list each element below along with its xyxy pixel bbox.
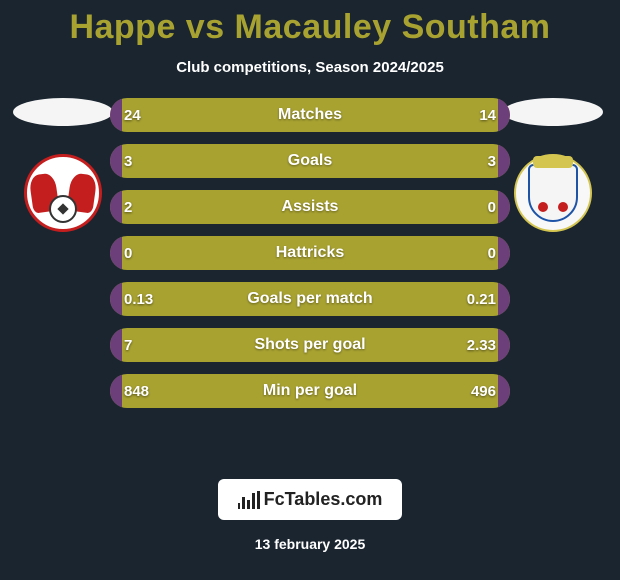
stat-label: Matches bbox=[278, 106, 342, 124]
player-left-avatar bbox=[13, 98, 113, 126]
stat-value-left: 24 bbox=[124, 107, 141, 124]
stat-value-right: 2.33 bbox=[467, 337, 496, 354]
stat-fill-left bbox=[110, 236, 122, 270]
stat-value-right: 0 bbox=[488, 199, 496, 216]
chart-icon bbox=[238, 491, 260, 509]
stat-value-right: 0 bbox=[488, 245, 496, 262]
stat-fill-right bbox=[498, 98, 510, 132]
stat-fill-left bbox=[110, 98, 122, 132]
stat-value-right: 3 bbox=[488, 153, 496, 170]
player-right-column bbox=[498, 98, 608, 232]
stat-value-right: 0.21 bbox=[467, 291, 496, 308]
stat-fill-left bbox=[110, 282, 122, 316]
stat-row: 7 Shots per goal 2.33 bbox=[110, 328, 510, 362]
stat-fill-right bbox=[498, 236, 510, 270]
stat-fill-right bbox=[498, 374, 510, 408]
stat-value-left: 848 bbox=[124, 383, 149, 400]
stat-value-left: 0 bbox=[124, 245, 132, 262]
club-badge-right bbox=[514, 154, 592, 232]
stat-value-right: 14 bbox=[479, 107, 496, 124]
stat-row: 0.13 Goals per match 0.21 bbox=[110, 282, 510, 316]
club-badge-left bbox=[24, 154, 102, 232]
stat-label: Goals per match bbox=[247, 290, 372, 308]
player-left-column bbox=[8, 98, 118, 232]
stat-row: 3 Goals 3 bbox=[110, 144, 510, 178]
stat-fill-right bbox=[498, 144, 510, 178]
stat-label: Min per goal bbox=[263, 382, 357, 400]
stats-container: 24 Matches 14 3 Goals 3 2 Assists 0 0 Ha… bbox=[110, 98, 510, 420]
stat-value-left: 2 bbox=[124, 199, 132, 216]
stat-label: Assists bbox=[282, 198, 339, 216]
brand-text: FcTables.com bbox=[264, 489, 383, 510]
stat-value-left: 3 bbox=[124, 153, 132, 170]
subtitle: Club competitions, Season 2024/2025 bbox=[0, 59, 620, 76]
stat-row: 24 Matches 14 bbox=[110, 98, 510, 132]
stat-fill-left bbox=[110, 328, 122, 362]
stat-label: Shots per goal bbox=[254, 336, 365, 354]
stat-label: Hattricks bbox=[276, 244, 344, 262]
player-right-avatar bbox=[503, 98, 603, 126]
stat-value-right: 496 bbox=[471, 383, 496, 400]
stat-fill-right bbox=[498, 282, 510, 316]
comparison-area: 24 Matches 14 3 Goals 3 2 Assists 0 0 Ha… bbox=[0, 98, 620, 418]
stat-fill-left bbox=[110, 190, 122, 224]
date-text: 13 february 2025 bbox=[255, 536, 366, 552]
football-icon bbox=[49, 195, 77, 223]
stat-value-left: 7 bbox=[124, 337, 132, 354]
stat-label: Goals bbox=[288, 152, 332, 170]
stat-fill-right bbox=[498, 328, 510, 362]
brand-logo[interactable]: FcTables.com bbox=[218, 479, 403, 520]
page-title: Happe vs Macauley Southam bbox=[0, 0, 620, 47]
stat-fill-left bbox=[110, 144, 122, 178]
stat-row: 2 Assists 0 bbox=[110, 190, 510, 224]
stat-row: 0 Hattricks 0 bbox=[110, 236, 510, 270]
stat-value-left: 0.13 bbox=[124, 291, 153, 308]
shield-icon bbox=[528, 164, 578, 222]
stat-fill-right bbox=[498, 190, 510, 224]
stat-row: 848 Min per goal 496 bbox=[110, 374, 510, 408]
footer: FcTables.com 13 february 2025 bbox=[0, 479, 620, 552]
stat-fill-left bbox=[110, 374, 122, 408]
